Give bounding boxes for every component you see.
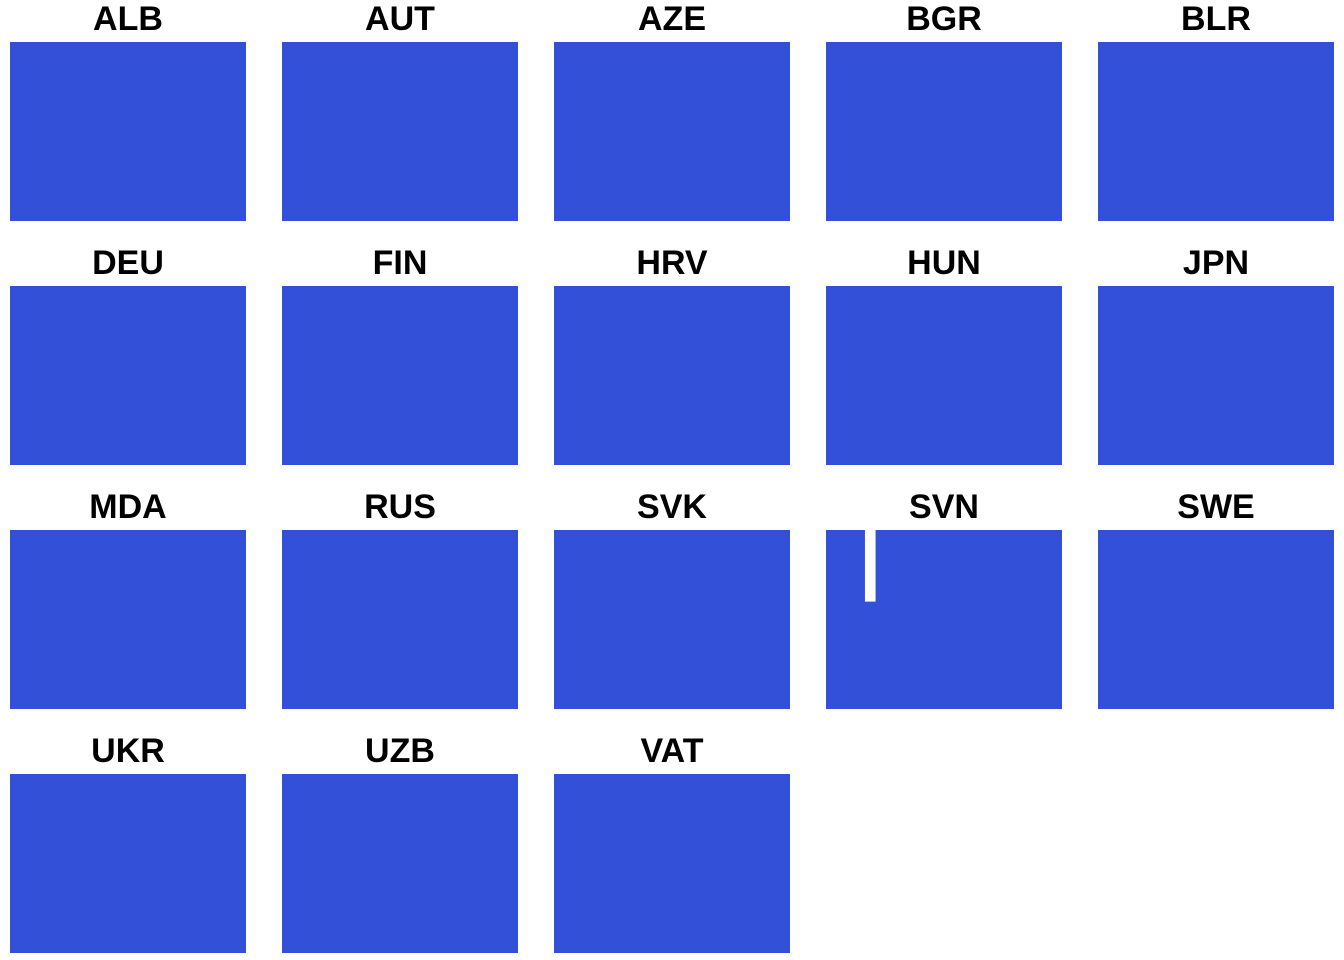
panel-plot xyxy=(10,286,246,465)
panel-plot xyxy=(826,42,1062,221)
panel-plot xyxy=(1098,286,1334,465)
area-fill xyxy=(826,530,1062,709)
area-fill xyxy=(826,286,1062,465)
panel-plot xyxy=(282,286,518,465)
panel-plot xyxy=(282,530,518,709)
panel-plot xyxy=(554,42,790,221)
panel-plot xyxy=(10,42,246,221)
panel-plot xyxy=(554,774,790,953)
panel-title: RUS xyxy=(364,488,436,526)
panel-title: FIN xyxy=(372,244,428,282)
area-fill xyxy=(282,286,518,465)
area-fill xyxy=(554,286,790,465)
panel-plot xyxy=(282,42,518,221)
panel-plot xyxy=(1098,42,1334,221)
panel-title: UKR xyxy=(91,732,165,770)
area-fill xyxy=(10,42,246,221)
panel-title: AUT xyxy=(365,0,435,38)
panel-title: SWE xyxy=(1177,488,1255,526)
panel-title: SVN xyxy=(909,488,979,526)
area-fill xyxy=(554,42,790,221)
panel-plot xyxy=(282,774,518,953)
panel-plot xyxy=(10,530,246,709)
panel-plot xyxy=(826,530,1062,709)
area-fill xyxy=(826,42,1062,221)
panel-plot xyxy=(554,286,790,465)
area-fill xyxy=(10,774,246,953)
panel-title: VAT xyxy=(640,732,704,770)
panel-plot xyxy=(10,774,246,953)
area-fill xyxy=(282,42,518,221)
area-gap xyxy=(864,530,876,602)
panel-plot xyxy=(554,530,790,709)
area-fill xyxy=(10,530,246,709)
panel-title: DEU xyxy=(92,244,164,282)
panel-title: ALB xyxy=(93,0,163,38)
panel-title: HRV xyxy=(636,244,708,282)
panel-title: UZB xyxy=(365,732,435,770)
panel-title: BLR xyxy=(1181,0,1251,38)
area-fill xyxy=(554,530,790,709)
area-fill xyxy=(554,774,790,953)
panel-plot xyxy=(826,286,1062,465)
area-fill xyxy=(1098,42,1334,221)
panel-title: MDA xyxy=(89,488,167,526)
area-fill xyxy=(1098,286,1334,465)
panel-title: HUN xyxy=(907,244,981,282)
panel-title: BGR xyxy=(906,0,982,38)
area-fill xyxy=(10,286,246,465)
area-fill xyxy=(1098,530,1334,709)
panel-title: JPN xyxy=(1182,244,1250,282)
panel-plot xyxy=(1098,530,1334,709)
panel-title: SVK xyxy=(637,488,707,526)
panel-title: AZE xyxy=(638,0,706,38)
area-fill xyxy=(282,530,518,709)
area-fill xyxy=(282,774,518,953)
